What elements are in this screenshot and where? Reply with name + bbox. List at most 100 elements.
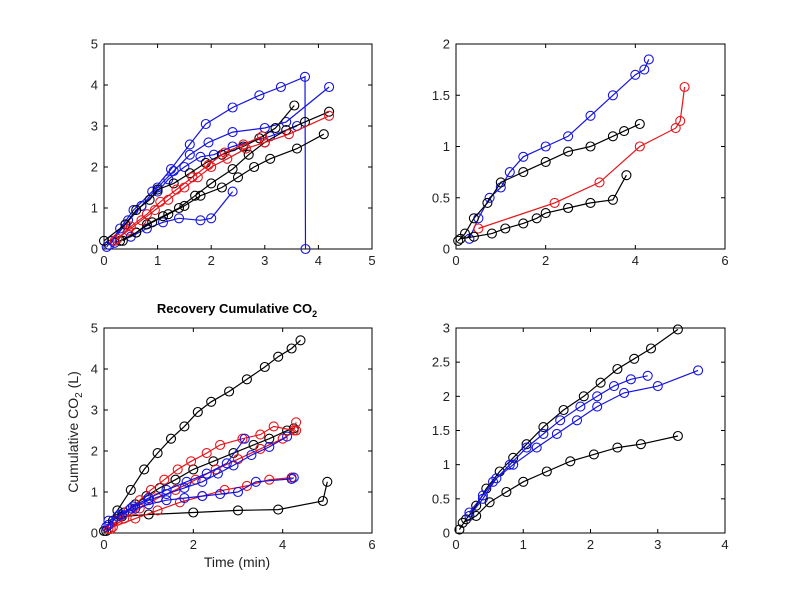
data-point: [157, 211, 169, 222]
data-point: [324, 81, 335, 93]
chart-title: Recovery Cumulative CO2: [157, 301, 317, 319]
x-tick-label: 0: [452, 537, 459, 552]
data-point: [585, 141, 596, 152]
data-point: [629, 353, 640, 364]
y-tick-label: 3: [443, 321, 450, 336]
data-point: [477, 490, 488, 501]
chart-title-text: Recovery Cumulative CO: [157, 301, 312, 316]
y-tick-label: 2: [443, 389, 450, 404]
data-point: [282, 431, 293, 442]
data-point: [621, 170, 632, 181]
data-point: [642, 370, 653, 381]
data-point: [457, 517, 468, 528]
y-axis-label-text: Cumulative CO: [65, 398, 81, 493]
data-point: [152, 505, 163, 516]
series-black: [455, 170, 632, 244]
data-point: [484, 192, 495, 203]
data-point: [283, 129, 294, 140]
data-point: [585, 110, 596, 121]
series-blue: [103, 472, 299, 526]
data-point: [273, 351, 284, 362]
data-point: [324, 110, 335, 121]
data-point: [172, 464, 183, 475]
data-point: [619, 126, 630, 137]
series-line: [458, 328, 679, 530]
data-point: [322, 476, 333, 487]
data-point: [157, 217, 169, 228]
data-point: [288, 472, 299, 483]
x-tick-label: 4: [315, 253, 322, 268]
y-tick-label: 0.5: [432, 190, 450, 205]
series-black: [98, 335, 306, 537]
x-tick-label: 6: [368, 537, 375, 552]
x-tick-label: 3: [654, 537, 661, 552]
data-point: [504, 459, 515, 470]
series-line: [114, 115, 330, 242]
data-point: [149, 205, 160, 216]
data-point: [165, 433, 177, 444]
data-point: [130, 503, 141, 514]
data-point: [518, 151, 529, 162]
data-point: [255, 429, 266, 440]
data-point: [184, 149, 195, 160]
data-point: [112, 511, 123, 522]
data-point: [501, 486, 512, 498]
data-point: [588, 449, 599, 460]
data-point: [540, 156, 551, 167]
data-point: [179, 421, 190, 432]
data-point: [152, 448, 163, 459]
data-point: [468, 231, 479, 242]
data-point: [289, 100, 300, 111]
data-point: [454, 524, 465, 535]
data-point: [538, 428, 549, 439]
data-point: [453, 235, 464, 246]
data-point: [565, 456, 576, 467]
data-point: [291, 417, 302, 428]
data-point: [521, 442, 532, 453]
data-point: [159, 474, 170, 485]
data-point: [127, 501, 139, 512]
data-point: [295, 335, 306, 346]
data-point: [186, 456, 197, 467]
y-tick-label: 2: [91, 444, 98, 459]
y-tick-label: 1: [91, 201, 98, 216]
data-point: [551, 428, 562, 439]
data-point: [518, 476, 529, 487]
data-point: [106, 235, 118, 246]
data-point: [264, 433, 275, 444]
data-point: [101, 241, 112, 252]
data-point: [317, 495, 328, 507]
data-point: [259, 361, 270, 373]
data-point: [555, 415, 566, 426]
data-point: [227, 102, 238, 113]
data-point: [630, 69, 641, 80]
y-tick-label: 3: [91, 119, 98, 134]
series-line: [108, 86, 330, 246]
axes-layer: 0 1 2 3 4 5 0 1 2 3 4 5 0 2 4 6 0 0.5 1 1.5 2 0 2 4 6 0 1 2 3 4 5 0 1 2 3 4…: [91, 37, 729, 553]
data-point: [173, 213, 185, 224]
series-line: [468, 375, 648, 513]
data-point: [518, 218, 529, 229]
data-point: [299, 71, 311, 82]
data-point: [232, 486, 244, 498]
data-point: [464, 507, 475, 518]
data-point: [179, 493, 190, 504]
data-point: [195, 151, 206, 162]
data-point: [147, 217, 158, 228]
data-point: [125, 484, 136, 495]
data-point: [491, 473, 502, 484]
y-tick-label: 0: [443, 242, 450, 257]
data-point: [464, 510, 475, 521]
data-point: [563, 131, 574, 142]
data-point: [143, 493, 154, 504]
data-point: [672, 324, 683, 335]
y-tick-label: 2: [91, 160, 98, 175]
x-tick-label: 0: [100, 537, 107, 552]
data-point: [639, 64, 650, 75]
data-point: [612, 363, 623, 375]
data-point: [571, 415, 583, 426]
data-point: [239, 433, 250, 444]
y-tick-label: 5: [91, 37, 98, 52]
y-tick-label: 4: [91, 78, 98, 93]
